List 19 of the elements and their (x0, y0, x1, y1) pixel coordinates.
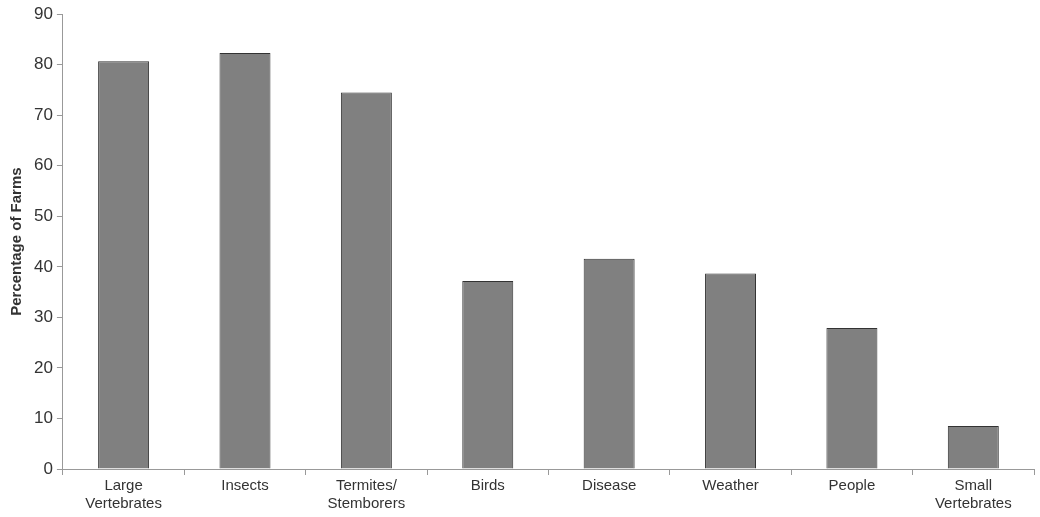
x-tick-label: Birds (470, 476, 505, 494)
x-tick-label: Insects (221, 476, 269, 494)
y-tick-label: 50 (33, 206, 53, 226)
y-tick-label: 90 (33, 3, 53, 23)
x-tick-label: Small Vertebrates (934, 476, 1012, 512)
y-tick-label: 80 (33, 54, 53, 74)
y-tick-label: 70 (33, 104, 53, 124)
x-tick-label: Weather (702, 476, 759, 494)
x-tick-label: Large Vertebrates (85, 476, 162, 512)
x-tick-label: People (828, 476, 876, 494)
x-tick-label: Disease (582, 476, 637, 494)
x-tick-label: Termites/ Stemborers (327, 476, 406, 512)
y-tick-label: 40 (33, 256, 53, 276)
y-tick-label: 30 (33, 307, 53, 327)
y-tick-label: 60 (33, 155, 53, 175)
y-tick-label: 0 (43, 458, 53, 478)
y-axis-title: Percentage of Farms (7, 167, 25, 316)
y-tick-label: 10 (33, 408, 53, 428)
y-tick-label: 20 (33, 357, 53, 377)
